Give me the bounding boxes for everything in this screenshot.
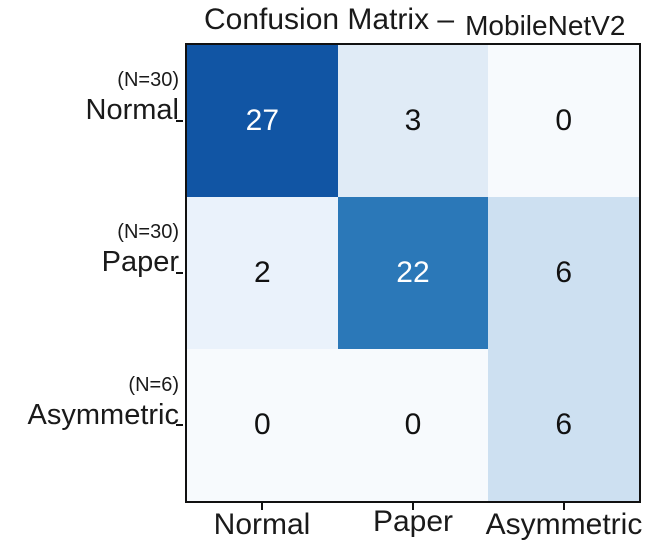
matrix-cell-r2c1: 0	[337, 349, 489, 501]
matrix-cell-r2c0: 0	[187, 349, 338, 501]
chart-title-main: Confusion Matrix –	[204, 3, 455, 36]
chart-title-model: MobileNetV2	[465, 10, 626, 41]
y-axis-tick	[176, 424, 183, 426]
row-label-text: Paper	[101, 246, 179, 278]
x-axis-tick	[563, 503, 565, 510]
y-axis-tick	[176, 272, 183, 274]
chart-title: Confusion Matrix – MobileNetV2	[204, 3, 625, 42]
col-label-paper: Paper	[372, 505, 454, 538]
row-count-label: (N=6)	[128, 374, 179, 396]
heatmap-plot-area: 27 3 0 2 22 6 0 0 6	[185, 43, 641, 503]
matrix-cell-r0c2: 0	[488, 45, 639, 197]
x-axis-tick	[261, 503, 263, 510]
row-label-text: Normal	[85, 94, 179, 126]
col-label-normal: Normal	[213, 508, 311, 541]
col-label-asymmetric: Asymmetric	[485, 508, 643, 541]
matrix-cell-r0c0: 27	[187, 45, 338, 197]
matrix-cell-r1c0: 2	[187, 197, 338, 349]
row-count-label: (N=30)	[117, 69, 179, 91]
row-label-normal: (N=30) Normal	[0, 68, 182, 128]
x-axis-tick	[412, 503, 414, 510]
row-label-paper: (N=30) Paper	[0, 220, 182, 280]
matrix-cell-r2c2: 6	[488, 349, 639, 501]
matrix-cell-r1c2: 6	[488, 197, 639, 349]
row-label-asymmetric: (N=6) Asymmetric	[0, 373, 182, 433]
matrix-cell-r1c1: 22	[337, 197, 489, 349]
row-count-label: (N=30)	[117, 221, 179, 243]
y-axis-tick	[176, 120, 183, 122]
row-label-text: Asymmetric	[27, 399, 179, 431]
matrix-cell-r0c1: 3	[337, 45, 489, 197]
